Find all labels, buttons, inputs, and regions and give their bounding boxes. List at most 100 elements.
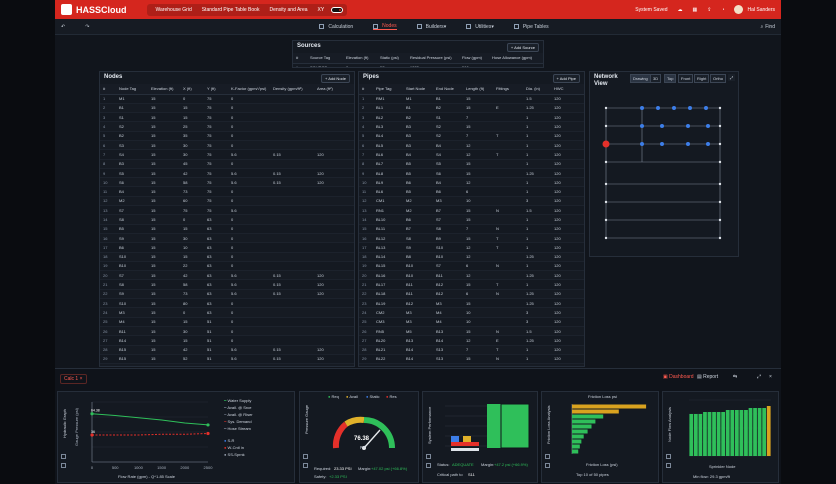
pipes-cell[interactable]: 120 [551, 186, 584, 197]
pipes-cell[interactable]: B1 [403, 103, 433, 114]
table-row[interactable]: 23 S10 15 80 63 0 [100, 298, 354, 309]
nodes-cell[interactable] [314, 140, 354, 151]
add-source-button[interactable]: + Add Source [506, 43, 539, 52]
pipes-cell[interactable]: 1.25 [523, 103, 551, 114]
pipes-cell[interactable]: BL14 [373, 252, 403, 262]
pipes-cell[interactable] [493, 159, 523, 169]
pipes-cell[interactable]: 12 [463, 177, 493, 188]
table-row[interactable]: 19 BL15 B10 S7 6 N 1 120 [359, 261, 584, 272]
nodes-cell[interactable]: 120 [314, 177, 354, 188]
nodes-cell[interactable]: 120 [314, 345, 354, 355]
table-row[interactable]: 24 CM2 M3 M4 10 3 120 [359, 307, 584, 318]
nodes-cell[interactable]: 0 [228, 112, 270, 123]
nodes-cell[interactable]: 15 [148, 168, 180, 179]
nodes-cell[interactable]: 35 [180, 131, 204, 142]
pipes-cell[interactable]: B12 [433, 279, 463, 290]
nodes-column-header[interactable]: Y (ft) [204, 84, 228, 95]
nodes-cell[interactable]: 63 [204, 242, 228, 253]
pipes-cell[interactable]: B14 [433, 335, 463, 346]
nodes-cell[interactable]: 75 [204, 177, 228, 188]
sources-column-header[interactable]: Hose Allowance (gpm) [489, 53, 543, 64]
nodes-cell[interactable] [314, 242, 354, 253]
sources-column-header[interactable]: # [293, 53, 307, 64]
table-row[interactable]: 5 BL4 B3 S2 7 T 1 120 [359, 131, 584, 142]
nodes-cell[interactable]: 5.6 [228, 205, 270, 216]
nodes-cell[interactable]: 0 [180, 214, 204, 225]
pipes-cell[interactable]: B8 [403, 252, 433, 262]
view-top-button[interactable]: Top [664, 74, 677, 83]
pipes-cell[interactable]: E [493, 335, 523, 346]
nodes-cell[interactable]: 75 [204, 131, 228, 142]
sources-cell[interactable] [489, 63, 543, 67]
sources-column-header[interactable]: Static (psi) [377, 53, 407, 64]
table-row[interactable]: 9 BL8 B5 S6 15 1.25 120 [359, 168, 584, 179]
tab-calculation[interactable]: Calculation [319, 24, 353, 30]
nodes-cell[interactable]: 0.15 [270, 270, 314, 281]
nodes-cell[interactable]: B2 [116, 131, 148, 142]
friction-chart[interactable] [566, 400, 654, 458]
pipes-cell[interactable]: 12 [463, 270, 493, 281]
view-ortho-button[interactable]: Ortho [710, 74, 727, 83]
nodes-cell[interactable]: 15 [148, 289, 180, 300]
tab-builders[interactable]: Builders ▾ [416, 24, 446, 30]
nodes-cell[interactable]: 0 [228, 131, 270, 142]
pipes-cell[interactable]: 120 [551, 326, 584, 337]
pipes-cell[interactable]: S10 [433, 242, 463, 253]
nodes-cell[interactable]: 0.15 [270, 177, 314, 188]
nodes-cell[interactable]: M2 [116, 196, 148, 207]
table-row[interactable]: 18 BL14 B8 B10 12 1.25 120 [359, 252, 584, 262]
nodes-cell[interactable]: 5.6 [228, 149, 270, 160]
nodes-cell[interactable]: 0 [228, 159, 270, 169]
table-row[interactable]: 13 S7 15 75 75 5.6 [100, 205, 354, 216]
avatar[interactable] [734, 5, 744, 14]
pipes-cell[interactable]: S5 [433, 159, 463, 169]
nodes-cell[interactable]: 58 [180, 177, 204, 188]
nodes-cell[interactable]: S7 [116, 270, 148, 281]
nodes-cell[interactable]: 75 [180, 205, 204, 216]
nodes-cell[interactable]: 75 [204, 112, 228, 123]
nodes-cell[interactable]: 0.15 [270, 168, 314, 179]
find-button[interactable]: ⌕ Find [760, 23, 775, 30]
table-row[interactable]: 29 B15 15 52 51 5.6 0.15 120 [100, 354, 354, 365]
table-row[interactable]: 14 BL10 B6 S7 15 1 120 [359, 214, 584, 225]
pipes-cell[interactable]: 1 [523, 279, 551, 290]
nodes-cell[interactable]: 120 [314, 168, 354, 179]
pipes-cell[interactable]: BL3 [373, 121, 403, 132]
nodes-cell[interactable]: 42 [180, 168, 204, 179]
pipes-cell[interactable]: 120 [551, 168, 584, 179]
nodes-cell[interactable]: B1 [116, 103, 148, 114]
nodes-cell[interactable]: 15 [148, 335, 180, 346]
pipes-cell[interactable] [493, 298, 523, 309]
nodes-cell[interactable]: 15 [148, 326, 180, 337]
nodes-cell[interactable]: 75 [204, 159, 228, 169]
pipes-cell[interactable]: M1 [403, 94, 433, 104]
nodes-cell[interactable]: 0.15 [270, 363, 314, 366]
nodes-cell[interactable]: 52 [180, 354, 204, 365]
pipes-cell[interactable]: BL23 [373, 363, 403, 366]
pipes-cell[interactable]: B12 [403, 298, 433, 309]
pipes-cell[interactable]: B11 [403, 289, 433, 300]
nodes-cell[interactable]: B15 [116, 354, 148, 365]
pipes-cell[interactable]: T [493, 131, 523, 142]
nodes-cell[interactable] [314, 186, 354, 197]
pipes-cell[interactable]: M5 [403, 326, 433, 337]
table-row[interactable]: 14 S8 15 0 63 0 [100, 214, 354, 225]
pipes-column-header[interactable]: # [359, 84, 373, 95]
sources-column-header[interactable]: Flow (gpm) [459, 53, 489, 64]
pipes-cell[interactable]: 1 [523, 140, 551, 151]
pipes-cell[interactable]: S7 [433, 261, 463, 272]
share-icon[interactable]: ⇪ [707, 6, 712, 13]
nodes-cell[interactable]: 0 [228, 317, 270, 327]
tab-pipe-tables[interactable]: Pipe Tables [513, 24, 549, 30]
pipes-column-header[interactable]: Pipe Tag [373, 84, 403, 95]
nodes-cell[interactable]: B4 [116, 186, 148, 197]
nodes-cell[interactable]: 63 [204, 307, 228, 318]
pipes-cell[interactable] [493, 317, 523, 327]
nodes-cell[interactable]: B10 [116, 261, 148, 272]
pipes-cell[interactable]: S8 [433, 224, 463, 234]
pipes-cell[interactable] [493, 307, 523, 318]
nodes-cell[interactable]: 58 [180, 279, 204, 290]
nodes-cell[interactable]: 63 [204, 233, 228, 244]
nodes-column-header[interactable]: Node Tag [116, 84, 148, 95]
pipes-cell[interactable]: BL1 [373, 103, 403, 114]
